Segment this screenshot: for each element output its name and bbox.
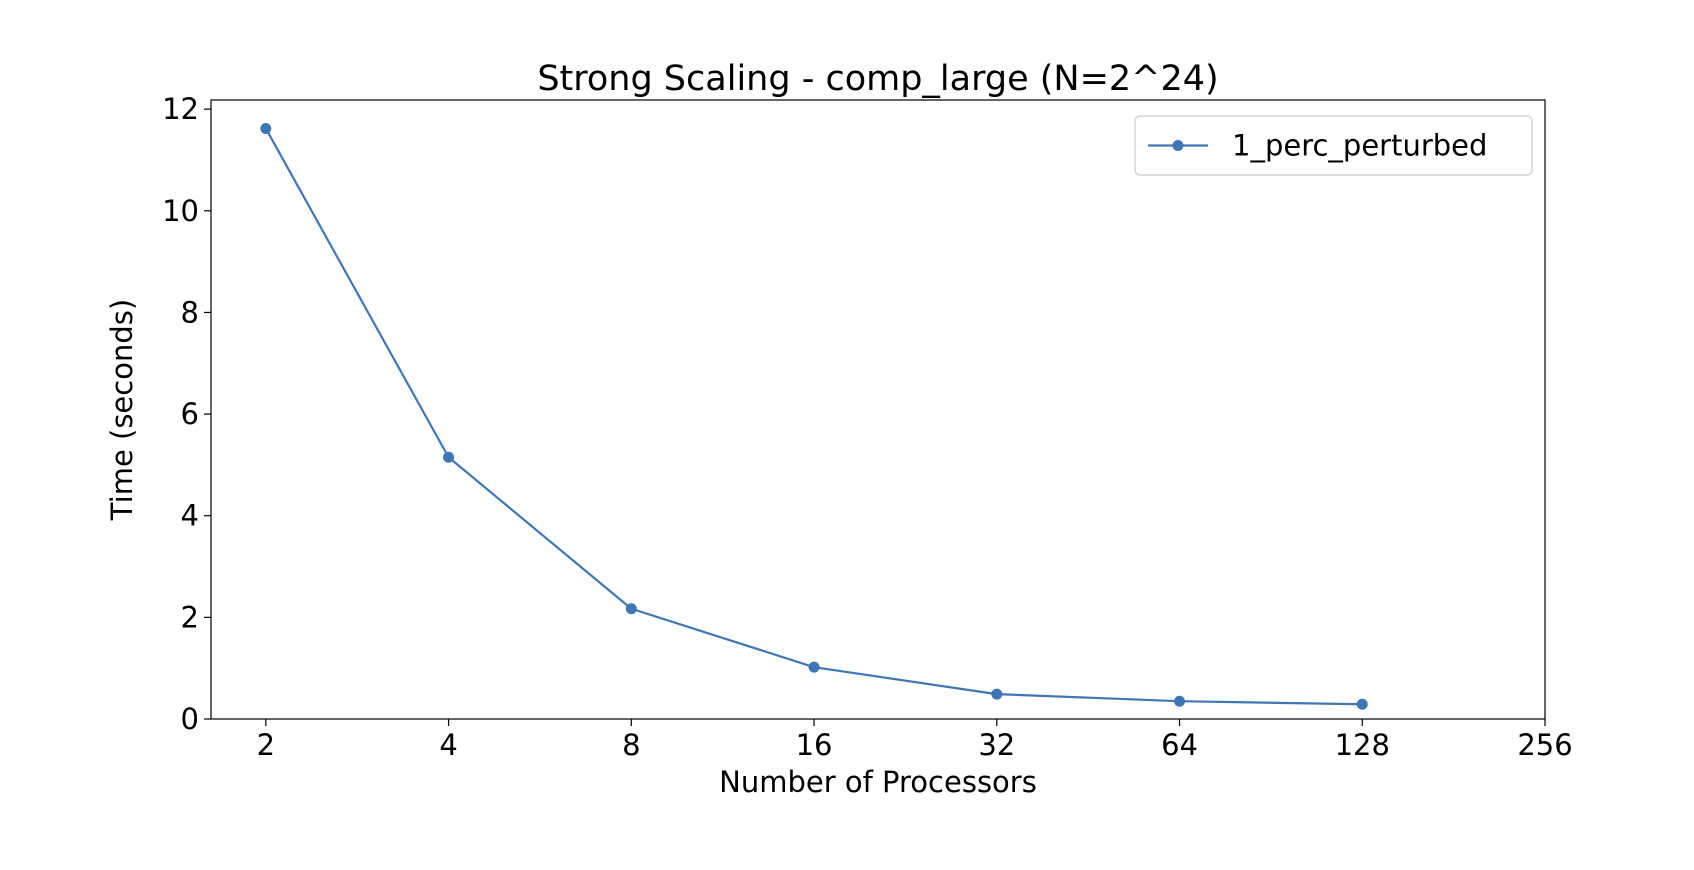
y-tick-label: 6 (181, 397, 199, 431)
series-layer (260, 122, 1368, 710)
data-point (1356, 698, 1368, 710)
data-point (625, 603, 637, 615)
y-axis-label: Time (seconds) (105, 299, 139, 521)
chart-title: Strong Scaling - comp_large (N=2^24) (537, 59, 1218, 99)
y-tick-label: 4 (181, 499, 199, 533)
x-tick-label: 16 (796, 728, 833, 762)
x-axis-ticks: 2 4 8 16 32 64 128 256 (257, 719, 1573, 762)
y-tick-label: 2 (181, 600, 199, 634)
x-tick-label: 64 (1161, 728, 1198, 762)
legend-entry-label: 1_perc_perturbed (1232, 129, 1487, 163)
x-tick-label: 256 (1517, 728, 1572, 762)
data-point (443, 451, 455, 463)
legend: 1_perc_perturbed (1134, 115, 1533, 176)
y-tick-label: 12 (162, 92, 199, 126)
legend-marker-sample (1172, 140, 1184, 151)
x-tick-label: 128 (1335, 728, 1390, 762)
x-tick-label: 4 (439, 728, 457, 762)
x-tick-label: 8 (622, 728, 640, 762)
x-axis-label: Number of Processors (719, 765, 1037, 799)
data-point (991, 688, 1003, 700)
y-axis-ticks: 0 2 4 6 8 10 12 (162, 92, 211, 736)
x-tick-label: 2 (257, 728, 275, 762)
data-point (808, 661, 820, 673)
legend-box (1134, 115, 1533, 176)
data-point (1174, 695, 1186, 707)
x-tick-label: 32 (978, 728, 1015, 762)
plot-area (210, 99, 1546, 720)
data-point (260, 122, 272, 134)
y-tick-label: 10 (162, 194, 199, 228)
y-tick-label: 0 (181, 702, 199, 736)
y-tick-label: 8 (181, 295, 199, 329)
plot-frame (210, 99, 1546, 720)
